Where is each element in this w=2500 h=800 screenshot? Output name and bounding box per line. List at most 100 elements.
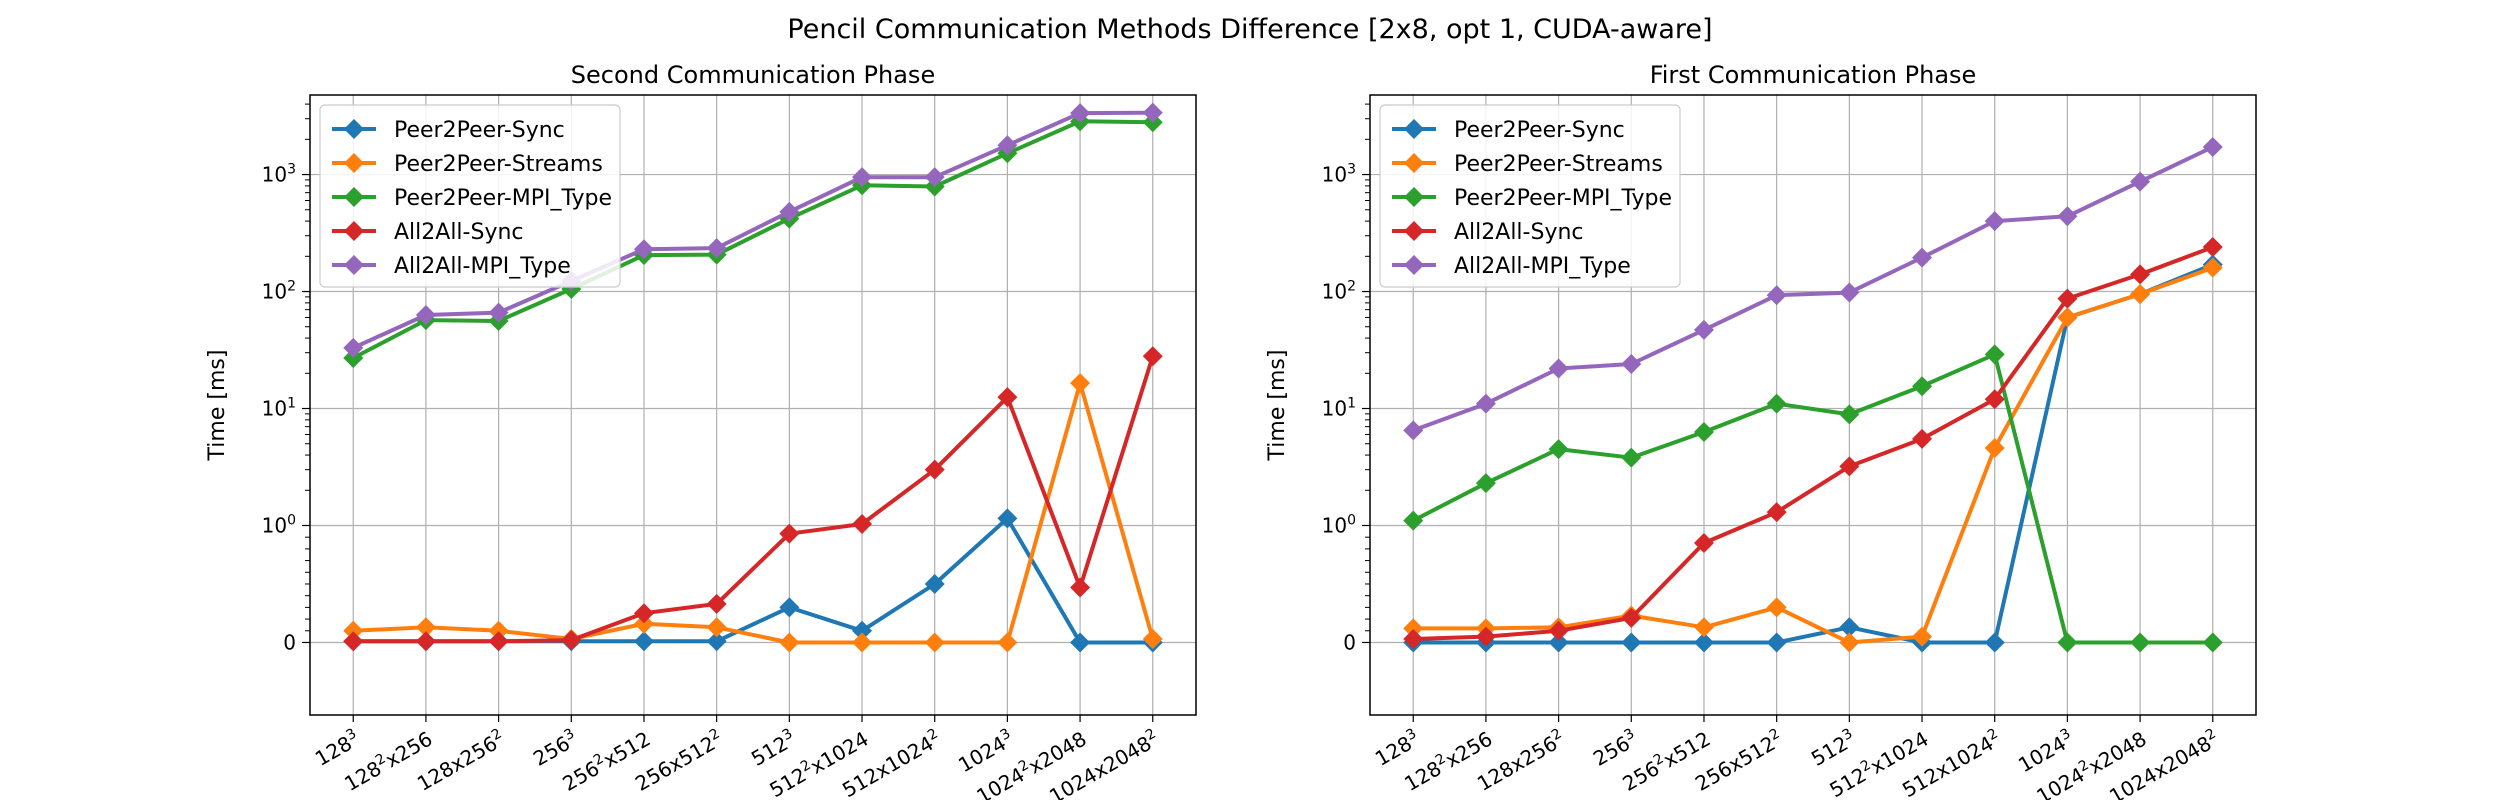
y-tick-label: 0 xyxy=(1343,630,1356,654)
legend-label: All2All-Sync xyxy=(394,220,524,245)
legend-label: All2All-MPI_Type xyxy=(394,254,571,279)
legend: Peer2Peer-Sync Peer2Peer-Streams Peer2Peer… xyxy=(1379,104,1681,288)
data-point xyxy=(1142,346,1163,367)
data-point xyxy=(1621,607,1642,628)
legend-marker xyxy=(344,255,364,275)
data-point xyxy=(924,632,945,653)
data-point xyxy=(1839,456,1860,477)
minor-ticks xyxy=(1365,103,1370,632)
series-line xyxy=(353,381,1155,645)
data-point xyxy=(1403,510,1424,531)
data-point xyxy=(1548,358,1569,379)
legend-marker xyxy=(1404,187,1424,207)
series-line xyxy=(352,110,1153,350)
plot-frame xyxy=(309,94,1197,716)
x-tick-label: 1283 xyxy=(310,726,363,771)
y-ticks: 0 100 101 102 103 xyxy=(1322,162,1370,654)
data-point xyxy=(343,337,364,358)
data-point xyxy=(561,630,582,651)
series-peer2peer-mpi-type xyxy=(1403,344,2223,653)
data-point xyxy=(1693,319,1714,340)
series-line xyxy=(1413,245,2214,641)
legend-marker xyxy=(344,221,364,241)
legend-label: Peer2Peer-MPI_Type xyxy=(1454,186,1672,211)
legend-label: All2All-MPI_Type xyxy=(1454,254,1631,279)
data-point xyxy=(633,239,654,260)
legend-item: Peer2Peer-Sync xyxy=(1392,118,1625,143)
legend-box xyxy=(319,104,621,288)
data-point xyxy=(2057,206,2078,227)
x-tick-label: 2563 xyxy=(528,726,581,771)
data-point xyxy=(1621,632,1642,653)
legend-marker xyxy=(344,153,364,173)
y-axis-label: Time [ms] xyxy=(1265,350,1290,462)
series-all2all-sync xyxy=(343,346,1163,652)
data-point xyxy=(779,523,800,544)
data-point xyxy=(1142,102,1163,123)
y-axis-label: Time [ms] xyxy=(205,350,230,462)
data-point xyxy=(1403,628,1424,649)
data-point xyxy=(1984,211,2005,232)
y-tick-label: 102 xyxy=(262,279,296,304)
x-tick-label: 5123 xyxy=(1807,726,1860,771)
data-point xyxy=(2130,264,2151,285)
data-point xyxy=(2057,307,2078,328)
minor-ticks xyxy=(305,103,310,632)
data-point xyxy=(1912,247,1933,268)
legend-marker xyxy=(1404,221,1424,241)
y-tick-label: 100 xyxy=(262,512,296,537)
data-point xyxy=(706,631,727,652)
series-all2all-mpi-type xyxy=(1403,136,2223,441)
data-point xyxy=(1984,632,2005,653)
series-all2all-sync xyxy=(1403,237,2223,649)
data-point xyxy=(343,348,364,369)
data-point xyxy=(1070,632,1091,653)
legend-marker xyxy=(344,119,364,139)
legend-item: All2All-Sync xyxy=(332,220,524,245)
legend-item: Peer2Peer-MPI_Type xyxy=(332,186,612,211)
subplot-title: First Communication Phase xyxy=(1650,61,1977,89)
data-point xyxy=(1984,437,2005,458)
data-point xyxy=(1839,404,1860,425)
x-tick-label: 1283 xyxy=(1370,726,1423,771)
legend-item: All2All-MPI_Type xyxy=(332,254,571,279)
data-point xyxy=(779,632,800,653)
data-point xyxy=(1693,533,1714,554)
plot-frame xyxy=(1369,94,2257,716)
data-point xyxy=(2057,632,2078,653)
series-peer2peer-streams xyxy=(343,373,1163,653)
legend-item: Peer2Peer-Streams xyxy=(332,152,603,177)
series-line xyxy=(352,119,1153,360)
legend-marker xyxy=(1404,255,1424,275)
legend-item: Peer2Peer-Streams xyxy=(1392,152,1663,177)
data-point xyxy=(997,387,1018,408)
data-point xyxy=(488,620,509,641)
series-line xyxy=(1412,352,2213,645)
legend-item: All2All-Sync xyxy=(1392,220,1584,245)
data-point xyxy=(924,459,945,480)
data-point xyxy=(1621,354,1642,375)
data-point xyxy=(1403,618,1424,639)
legend-item: Peer2Peer-MPI_Type xyxy=(1392,186,1672,211)
data-point xyxy=(1142,628,1163,649)
y-tick-label: 101 xyxy=(1322,396,1356,421)
data-point xyxy=(706,238,727,259)
data-point xyxy=(997,135,1018,156)
data-point xyxy=(1548,439,1569,460)
legend-label: Peer2Peer-MPI_Type xyxy=(394,186,612,211)
data-point xyxy=(415,617,436,638)
data-point xyxy=(633,631,654,652)
series-line xyxy=(353,355,1155,644)
data-point xyxy=(1766,502,1787,523)
data-point xyxy=(1839,632,1860,653)
data-point xyxy=(706,593,727,614)
data-point xyxy=(1766,597,1787,618)
data-point xyxy=(2202,136,2223,157)
data-point xyxy=(1984,389,2005,410)
data-point xyxy=(415,305,436,326)
data-point xyxy=(633,603,654,624)
data-point xyxy=(1984,344,2005,365)
